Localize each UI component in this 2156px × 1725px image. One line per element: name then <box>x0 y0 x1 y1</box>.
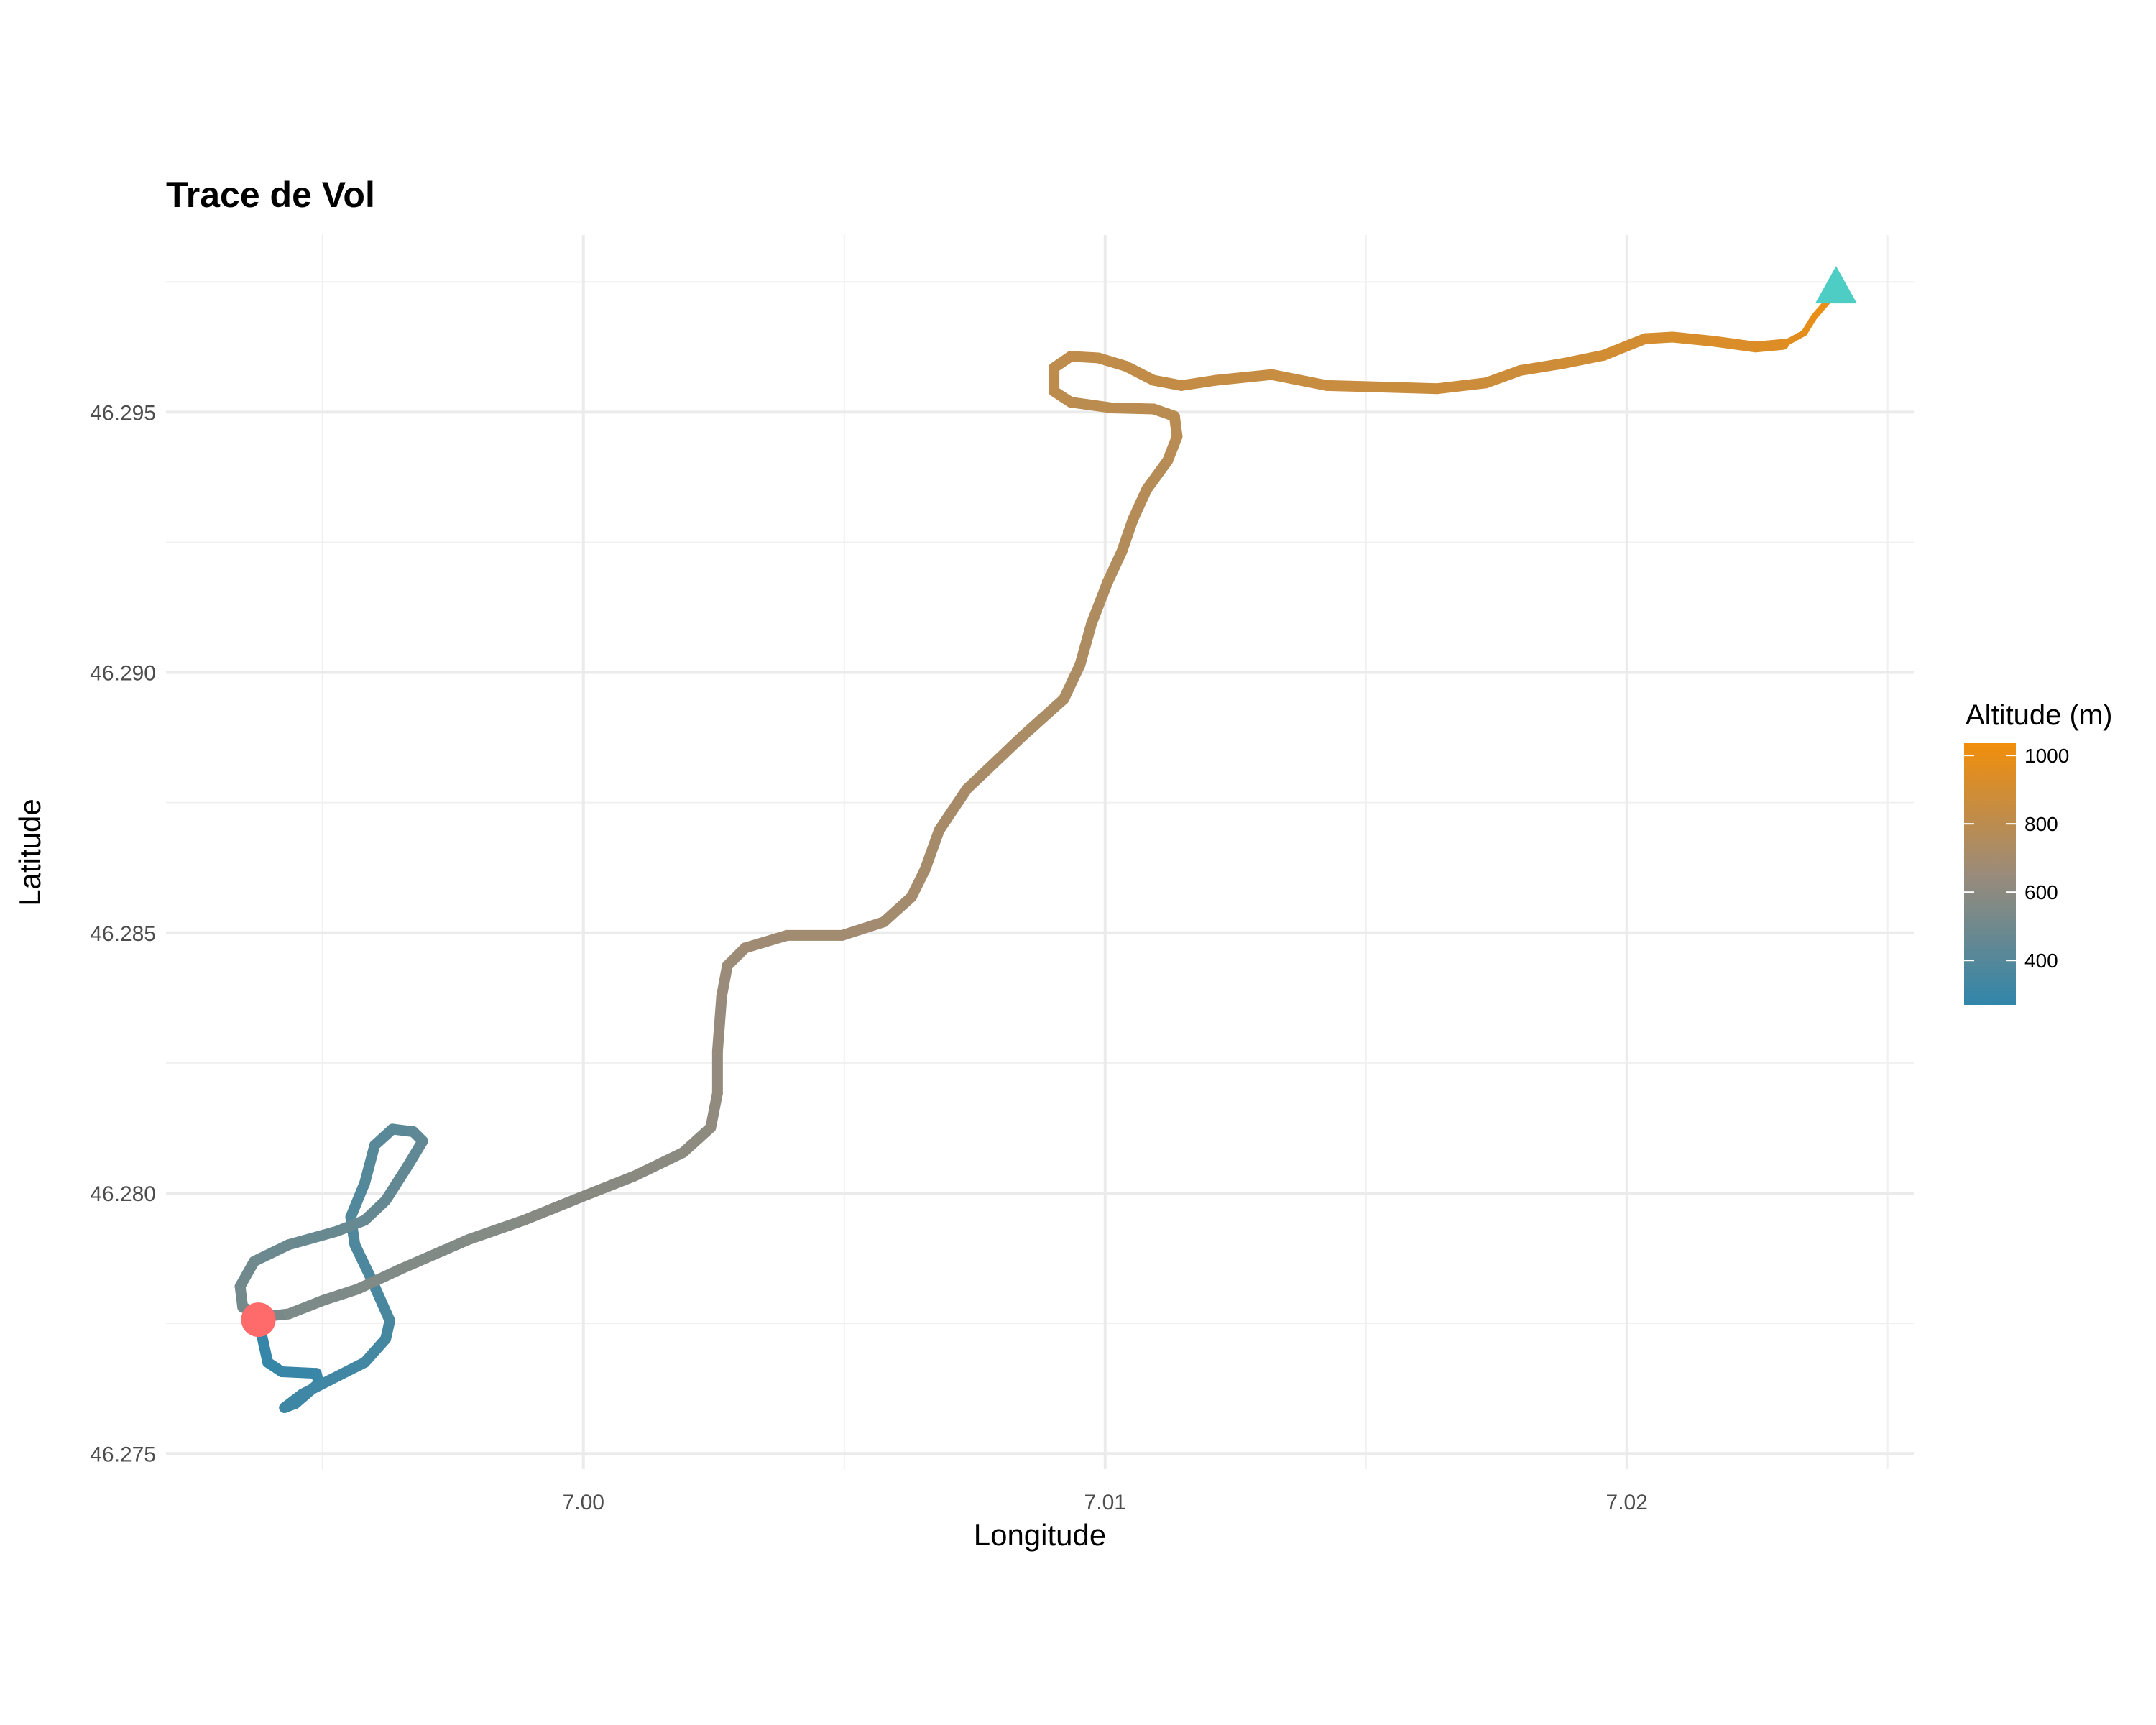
x-tick-label: 7.01 <box>1084 1491 1126 1514</box>
track-segment <box>961 731 1028 795</box>
x-tick-label: 7.02 <box>1606 1491 1648 1514</box>
track-segment <box>352 1264 405 1294</box>
track-segment <box>349 1239 377 1285</box>
track-segment <box>711 990 727 1057</box>
track-segment <box>345 1177 371 1223</box>
track-segment <box>837 916 890 941</box>
legend-tick-label: 600 <box>2024 881 2058 903</box>
track-segment <box>283 1225 343 1251</box>
legend-title: Altitude (m) <box>1966 699 2113 731</box>
track-segment <box>1176 374 1222 391</box>
track-segment <box>705 1087 723 1133</box>
track-segment <box>324 1356 371 1386</box>
track-segment <box>1557 349 1609 369</box>
track-segment <box>740 929 793 954</box>
track-segment <box>1708 336 1761 353</box>
track-segment <box>629 1147 688 1182</box>
track-segment <box>573 1170 640 1204</box>
track-segment <box>1106 402 1159 415</box>
track-segment <box>934 783 972 836</box>
track-segment <box>1750 339 1789 353</box>
track-segment <box>1598 333 1651 361</box>
track-segment <box>1058 659 1086 705</box>
track-segment <box>380 1163 412 1206</box>
y-tick-label: 46.280 <box>90 1182 156 1206</box>
track-segment <box>518 1192 585 1226</box>
track-segment <box>1116 514 1138 557</box>
track-segment <box>1102 546 1128 587</box>
track-segment <box>1321 380 1388 393</box>
legend-tick-label: 1000 <box>2024 745 2069 767</box>
legend-tick-label: 800 <box>2024 813 2058 835</box>
track-segment <box>463 1215 530 1246</box>
track-segment <box>1127 484 1153 525</box>
track-segment <box>878 891 917 928</box>
x-axis-title: Longitude <box>974 1518 1107 1552</box>
legend-tick-label: 400 <box>2024 949 2058 972</box>
track-segment <box>1432 377 1492 395</box>
colorbar <box>1964 743 2016 1005</box>
y-axis-ticks: 46.275 46.280 46.285 46.290 46.295 <box>90 401 156 1466</box>
track-segment <box>1074 617 1097 671</box>
track-segment <box>1480 364 1526 389</box>
track-segment <box>359 1139 380 1189</box>
track-segment <box>677 1122 717 1159</box>
track-segment <box>1016 694 1069 742</box>
color-legend: Altitude (m) 400 600 800 1000 <box>1964 699 2113 1005</box>
track-segment <box>276 1366 322 1379</box>
track-segment <box>1780 329 1808 348</box>
track-segment <box>919 824 945 875</box>
track-segment <box>1376 382 1443 395</box>
track-segment <box>318 1283 364 1306</box>
x-tick-label: 7.00 <box>563 1491 604 1514</box>
track-line <box>234 298 1831 1414</box>
track-segment <box>1810 298 1831 321</box>
chart-title: Trace de Vol <box>166 175 375 215</box>
track-segment <box>394 1234 474 1276</box>
start-marker <box>241 1302 276 1338</box>
track-segment <box>1210 369 1277 386</box>
track-segment <box>1141 455 1174 495</box>
track-segment <box>283 1294 329 1320</box>
track-segment <box>1065 397 1118 414</box>
track-segment <box>1515 358 1568 376</box>
markers <box>241 266 1857 1338</box>
y-axis-title: Latitude <box>13 799 47 906</box>
y-tick-label: 46.285 <box>90 922 156 946</box>
track-segment <box>1266 369 1332 391</box>
track-segment <box>249 1239 295 1267</box>
grid <box>166 235 1914 1469</box>
end-marker <box>1815 266 1857 304</box>
track-segment <box>1667 331 1720 347</box>
y-tick-label: 46.290 <box>90 662 156 686</box>
y-tick-label: 46.275 <box>90 1443 156 1466</box>
track-segment <box>1086 576 1113 629</box>
x-axis-ticks: 7.00 7.01 7.02 <box>563 1491 1648 1514</box>
y-tick-label: 46.295 <box>90 401 156 425</box>
